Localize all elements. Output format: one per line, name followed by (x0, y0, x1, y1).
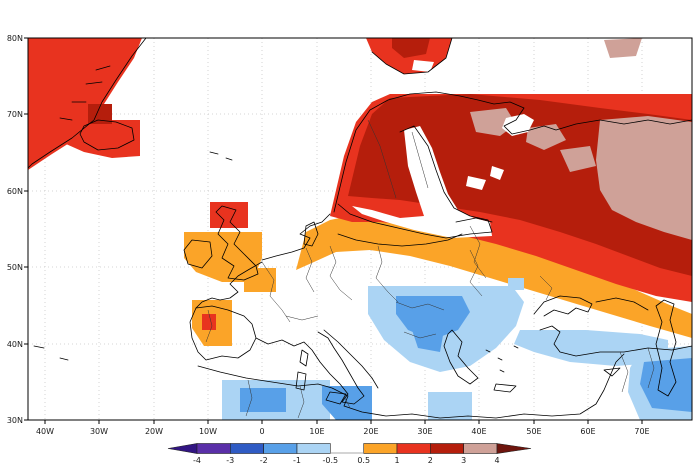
colorbar-tick-label: -3 (226, 456, 234, 465)
lon-label: 0 (259, 427, 264, 436)
colorbar-cell (230, 443, 264, 454)
lat-label: 40N (7, 340, 23, 349)
colorbar-cell (363, 443, 398, 454)
lon-label: 10E (309, 427, 324, 436)
colorbar-cell (396, 443, 431, 454)
colorbar: -4 -3 -2 -1 -0.5 0.5 1 2 3 4 (167, 443, 532, 465)
colorbar-tick-label: -4 (193, 456, 201, 465)
coastline-paths (27, 37, 693, 419)
border-paths (205, 119, 655, 419)
lat-label: 50N (7, 263, 23, 272)
colorbar-cell (196, 443, 231, 454)
lon-label: 40W (36, 427, 54, 436)
colorbar-right-arrow (496, 443, 532, 454)
lon-axis-labels: 40W 30W 20W 10W 0 10E 20E 30E 40E 50E 60… (36, 427, 650, 436)
colorbar-tick-label: -0.5 (322, 456, 338, 465)
lon-label: 20E (363, 427, 378, 436)
colorbar-tick-label: 3 (461, 456, 466, 465)
colorbar-tick-label: 0.5 (357, 456, 370, 465)
colorbar-tick-label: 4 (494, 456, 499, 465)
colorbar-cell (463, 443, 498, 454)
lon-label: 20W (145, 427, 163, 436)
white-water-cutouts (352, 60, 534, 238)
colorbar-tick-label: -1 (293, 456, 301, 465)
anomaly-layer-orange (184, 214, 692, 346)
lon-label: 10W (199, 427, 217, 436)
lat-label: 60N (7, 187, 23, 196)
lon-label: 60E (580, 427, 595, 436)
lon-label: 70E (634, 427, 649, 436)
colorbar-tick-label: 2 (428, 456, 433, 465)
colorbar-left-arrow (167, 443, 198, 454)
lon-label: 30W (90, 427, 108, 436)
plot-frame (24, 37, 693, 424)
lon-label: 40E (471, 427, 486, 436)
colorbar-tick-label: 1 (394, 456, 399, 465)
colorbar-tick-label: -2 (260, 456, 268, 465)
colorbar-cell (296, 443, 331, 454)
anomaly-layer-tan (470, 38, 692, 240)
lon-label: 50E (526, 427, 541, 436)
lon-label: 30E (417, 427, 432, 436)
colorbar-cell (263, 443, 298, 454)
colorbar-cell (429, 443, 464, 454)
lat-label: 70N (7, 110, 23, 119)
lat-label: 30N (7, 416, 23, 425)
lat-axis-labels: 80N 70N 60N 50N 40N 30N (7, 34, 23, 425)
lat-label: 80N (7, 34, 23, 43)
colorbar-tick-labels: -4 -3 -2 -1 -0.5 0.5 1 2 3 4 (193, 456, 500, 465)
